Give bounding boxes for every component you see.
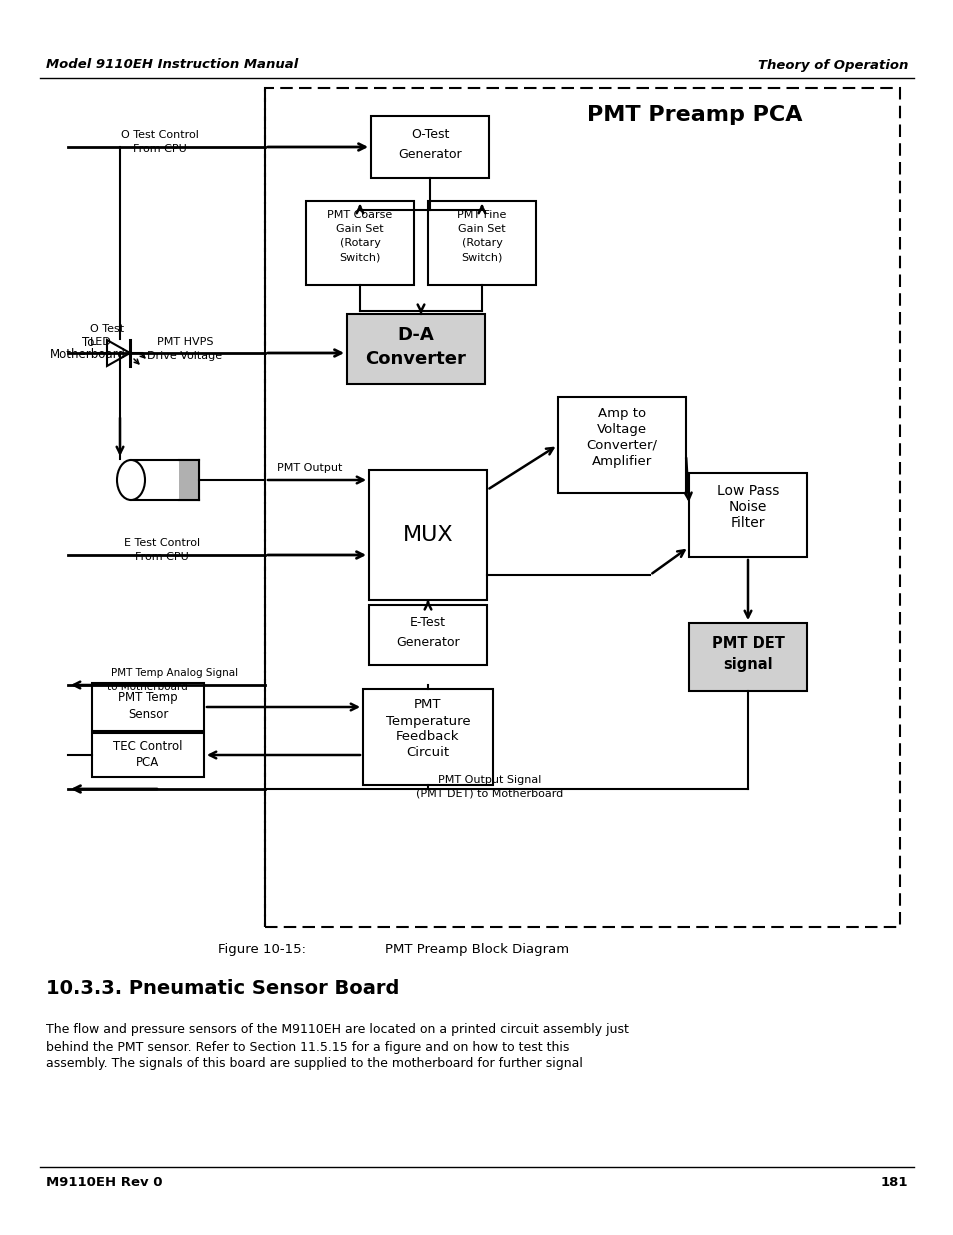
Bar <box>306 201 414 285</box>
Text: Motherboard: Motherboard <box>50 348 126 362</box>
Bar <box>131 459 199 500</box>
Text: Drive Voltage: Drive Voltage <box>148 351 222 361</box>
Text: PMT Preamp Block Diagram: PMT Preamp Block Diagram <box>385 942 569 956</box>
Text: (PMT DET) to Motherboard: (PMT DET) to Motherboard <box>416 789 563 799</box>
Text: Figure 10-15:: Figure 10-15: <box>218 942 306 956</box>
Text: PMT Output Signal: PMT Output Signal <box>437 776 541 785</box>
Text: D-A: D-A <box>397 326 434 345</box>
Text: (Rotary: (Rotary <box>339 238 380 248</box>
Text: PMT DET: PMT DET <box>711 636 783 651</box>
Text: LED: LED <box>90 337 112 347</box>
Bar <box>91 734 204 777</box>
Bar <box>369 605 486 664</box>
Text: MUX: MUX <box>402 525 453 545</box>
Text: PMT Output: PMT Output <box>277 463 342 473</box>
Text: PMT Coarse: PMT Coarse <box>327 210 393 220</box>
Text: PMT: PMT <box>414 699 441 711</box>
Text: O Test: O Test <box>90 324 124 333</box>
Text: PMT Temp: PMT Temp <box>118 690 177 704</box>
Bar <box>91 683 204 731</box>
Text: M9110EH Rev 0: M9110EH Rev 0 <box>46 1177 162 1189</box>
Text: Generator: Generator <box>397 148 461 162</box>
Text: (Rotary: (Rotary <box>461 238 502 248</box>
Text: Model 9110EH Instruction Manual: Model 9110EH Instruction Manual <box>46 58 298 72</box>
Text: Filter: Filter <box>730 516 764 530</box>
Text: Amp to: Amp to <box>598 406 645 420</box>
Text: PMT Fine: PMT Fine <box>456 210 506 220</box>
Text: Sensor: Sensor <box>128 709 168 721</box>
Text: From CPU: From CPU <box>133 144 187 154</box>
Text: E Test Control: E Test Control <box>124 538 200 548</box>
Text: PMT HVPS: PMT HVPS <box>156 337 213 347</box>
Bar <box>688 473 806 557</box>
Text: Circuit: Circuit <box>406 746 449 760</box>
Bar <box>688 622 806 692</box>
Text: PCA: PCA <box>136 757 159 769</box>
Text: To: To <box>82 336 94 348</box>
Text: Switch): Switch) <box>461 252 502 262</box>
Text: Converter/: Converter/ <box>586 438 657 452</box>
Bar <box>179 459 199 500</box>
Text: Switch): Switch) <box>339 252 380 262</box>
Text: behind the PMT sensor. Refer to Section 11.5.15 for a figure and on how to test : behind the PMT sensor. Refer to Section … <box>46 1041 569 1053</box>
Text: Feedback: Feedback <box>395 730 459 743</box>
Bar <box>428 201 536 285</box>
Text: assembly. The signals of this board are supplied to the motherboard for further : assembly. The signals of this board are … <box>46 1057 582 1071</box>
Text: Temperature: Temperature <box>385 715 470 727</box>
Text: PMT Temp Analog Signal: PMT Temp Analog Signal <box>112 668 238 678</box>
Bar <box>347 314 484 384</box>
Text: Voltage: Voltage <box>597 422 646 436</box>
Text: Noise: Noise <box>728 500 766 514</box>
Text: 10.3.3. Pneumatic Sensor Board: 10.3.3. Pneumatic Sensor Board <box>46 979 399 999</box>
Text: to Motherboard: to Motherboard <box>107 682 187 692</box>
Text: The flow and pressure sensors of the M9110EH are located on a printed circuit as: The flow and pressure sensors of the M91… <box>46 1024 628 1036</box>
Text: O-Test: O-Test <box>411 128 449 142</box>
Text: From CPU: From CPU <box>135 552 189 562</box>
Bar <box>363 689 493 785</box>
Text: Theory of Operation: Theory of Operation <box>757 58 907 72</box>
Text: TEC Control: TEC Control <box>113 741 183 753</box>
Bar <box>369 471 486 600</box>
Text: Generator: Generator <box>395 636 459 650</box>
Text: 181: 181 <box>880 1177 907 1189</box>
Bar <box>265 88 899 927</box>
Text: Amplifier: Amplifier <box>591 454 652 468</box>
Text: E-Test: E-Test <box>410 616 446 630</box>
Text: Converter: Converter <box>365 350 466 368</box>
Text: PMT Preamp PCA: PMT Preamp PCA <box>587 105 801 125</box>
Text: Gain Set: Gain Set <box>335 224 383 233</box>
Text: Gain Set: Gain Set <box>457 224 505 233</box>
Bar <box>371 116 489 178</box>
Bar <box>558 396 685 493</box>
Text: Low Pass: Low Pass <box>716 484 779 498</box>
Text: O Test Control: O Test Control <box>121 130 199 140</box>
Ellipse shape <box>117 459 145 500</box>
Text: signal: signal <box>722 657 772 673</box>
